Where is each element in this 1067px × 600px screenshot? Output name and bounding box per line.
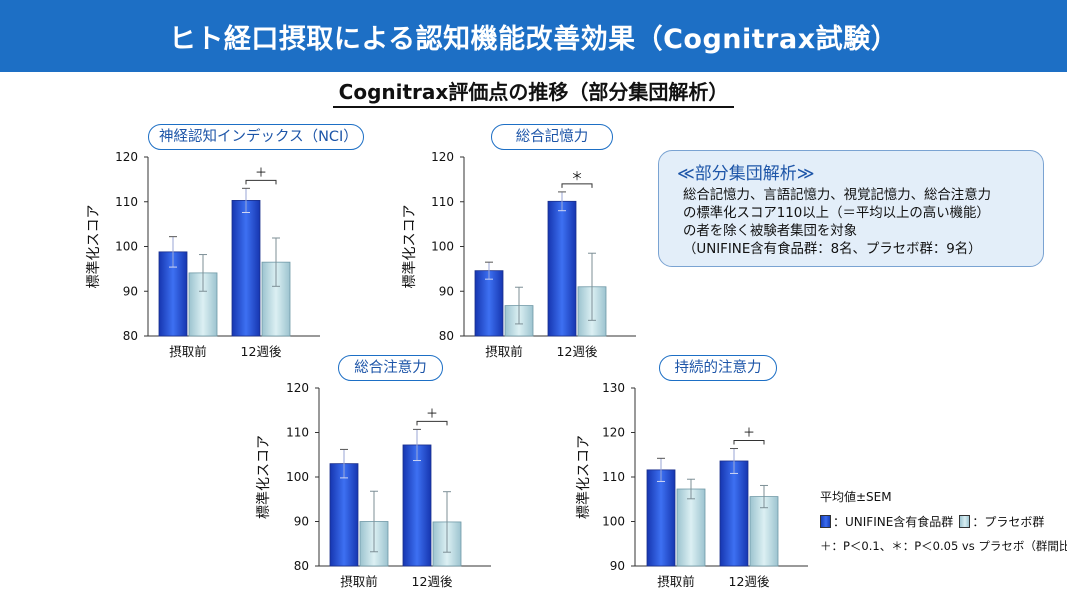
page-title-banner: ヒト経口摂取による認知機能改善効果（Cognitrax試験）: [0, 0, 1067, 72]
y-axis-label: 標準化スコア: [86, 205, 102, 289]
y-tick-label: 120: [431, 150, 454, 164]
y-tick-label: 100: [602, 515, 625, 529]
y-tick-label: 120: [286, 381, 309, 395]
y-axis-label: 標準化スコア: [576, 435, 592, 519]
significance-mark: ＊: [571, 169, 583, 183]
legend-series-a: ：UNIFINE含有食品群: [833, 515, 954, 529]
unifine-bar: [231, 200, 261, 337]
note-line: の標準化スコア110以上（＝平均以上の高い機能）: [683, 206, 990, 221]
subgroup-analysis-note: ≪部分集団解析≫ 総合記憶力、言語記憶力、視覚記憶力、総合注意力 の標準化スコア…: [658, 150, 1044, 267]
unifine-bar: [646, 469, 676, 567]
placebo-bar: [676, 488, 706, 567]
chart-title-nci: 神経認知インデックス（NCI）: [148, 124, 364, 150]
y-tick-label: 80: [294, 559, 309, 573]
unifine-swatch-icon: [820, 515, 831, 528]
significance-mark: ＋: [743, 426, 755, 440]
note-heading: ≪部分集団解析≫: [677, 164, 815, 184]
unifine-bar: [402, 444, 432, 567]
y-tick-label: 80: [439, 329, 454, 343]
y-axis-label: 標準化スコア: [402, 205, 418, 289]
y-tick-label: 110: [115, 195, 138, 209]
significance-bracket: [733, 440, 765, 445]
chart-section-subtitle: Cognitrax評価点の推移（部分集団解析）: [0, 76, 1067, 108]
y-tick-label: 90: [610, 559, 625, 573]
legend-significance: ＋：P＜0.1、＊：P＜0.05 vs プラセボ（群間比較）: [820, 539, 1067, 553]
legend-series-b: ：プラセボ群: [972, 515, 1045, 529]
y-tick-label: 90: [123, 284, 138, 298]
note-line: （UNIFINE含有食品群：8名、プラセボ群：9名）: [683, 242, 982, 257]
unifine-bar: [719, 460, 749, 567]
x-tick-label: 12週後: [557, 344, 598, 359]
unifine-bar: [474, 270, 504, 337]
y-tick-label: 100: [286, 470, 309, 484]
x-tick-label: 12週後: [241, 344, 282, 359]
chart-title-total-attention: 総合注意力: [338, 355, 443, 381]
y-tick-label: 100: [115, 240, 138, 254]
significance-mark: ＋: [255, 165, 267, 179]
y-tick-label: 110: [602, 470, 625, 484]
y-axis-label: 標準化スコア: [256, 435, 272, 519]
legend-stat-label: 平均値±SEM: [820, 490, 892, 504]
y-tick-label: 110: [286, 426, 309, 440]
y-tick-label: 130: [602, 381, 625, 395]
subtitle-text: Cognitrax評価点の推移（部分集団解析）: [332, 76, 735, 108]
page-title: ヒト経口摂取による認知機能改善効果（Cognitrax試験）: [168, 23, 899, 55]
y-tick-label: 90: [439, 284, 454, 298]
note-line: の者を除く被験者集団を対象: [683, 224, 858, 239]
chart-title-total-memory: 総合記憶力: [491, 124, 613, 150]
significance-mark: ＋: [426, 406, 438, 420]
significance-bracket: [245, 179, 277, 185]
y-tick-label: 110: [431, 195, 454, 209]
significance-bracket: [561, 183, 593, 188]
note-line: 総合記憶力、言語記憶力、視覚記憶力、総合注意力: [683, 188, 991, 203]
x-tick-label: 摂取前: [657, 574, 695, 589]
y-tick-label: 120: [602, 426, 625, 440]
legend-series-row: ：UNIFINE含有食品群 ：プラセボ群: [820, 513, 1065, 530]
placebo-swatch-icon: [959, 515, 971, 528]
y-tick-label: 100: [431, 240, 454, 254]
chart-title-sustained-attention: 持続的注意力: [659, 355, 777, 381]
x-tick-label: 摂取前: [485, 344, 523, 359]
unifine-bar: [547, 200, 577, 337]
x-tick-label: 摂取前: [340, 574, 378, 589]
x-tick-label: 摂取前: [169, 344, 207, 359]
unifine-bar: [329, 463, 359, 567]
legend: 平均値±SEM ：UNIFINE含有食品群 ：プラセボ群 ＋：P＜0.1、＊：P…: [820, 488, 1067, 554]
y-tick-label: 80: [123, 329, 138, 343]
y-tick-label: 120: [115, 150, 138, 164]
y-tick-label: 90: [294, 515, 309, 529]
x-tick-label: 12週後: [412, 574, 453, 589]
significance-bracket: [416, 420, 448, 426]
x-tick-label: 12週後: [729, 574, 770, 589]
